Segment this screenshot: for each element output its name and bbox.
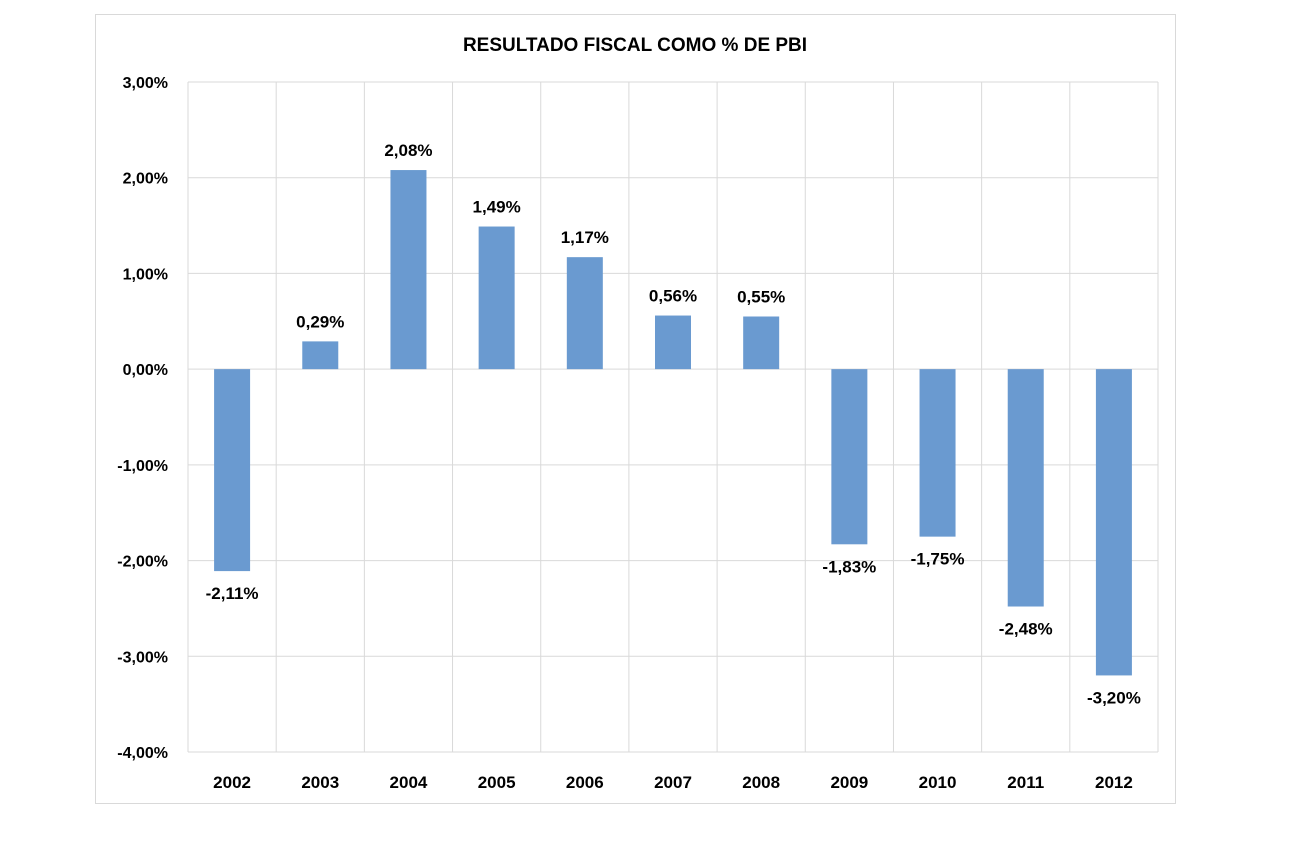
y-axis-ticks: 3,00% 2,00% 1,00% 0,00% -1,00% -2,00% -3,00% -4… xyxy=(117,75,168,762)
bar-2010 xyxy=(919,369,956,537)
data-label-2012: -3,20% xyxy=(1087,688,1141,707)
bars xyxy=(214,170,1132,676)
y-tick-label: 2,00% xyxy=(123,171,168,188)
bar-2004 xyxy=(390,170,427,370)
bar-2008 xyxy=(743,316,780,370)
data-label-2002: -2,11% xyxy=(206,584,259,603)
y-tick-label: -1,00% xyxy=(117,458,168,475)
x-tick-label: 2012 xyxy=(1095,773,1133,792)
data-label-2003: 0,29% xyxy=(296,312,344,331)
data-label-2007: 0,56% xyxy=(649,287,697,306)
data-label-2009: -1,83% xyxy=(822,557,876,576)
bar-2009 xyxy=(831,369,868,545)
bar-2003 xyxy=(302,341,339,370)
gridlines xyxy=(187,81,1159,753)
y-tick-label: 1,00% xyxy=(123,266,168,283)
x-tick-label: 2003 xyxy=(301,773,339,792)
x-tick-label: 2008 xyxy=(742,773,780,792)
data-label-2010: -1,75% xyxy=(911,550,965,569)
x-tick-label: 2009 xyxy=(830,773,868,792)
chart-frame xyxy=(95,14,1176,804)
y-tick-label: -4,00% xyxy=(117,745,168,762)
data-label-2006: 1,17% xyxy=(561,228,609,247)
bar-2012 xyxy=(1095,369,1132,676)
chart-title: RESULTADO FISCAL COMO % DE PBI xyxy=(463,35,807,56)
data-labels: -2,11% 0,29% 2,08% 1,49% 1,17% 0,56% 0,55% -1,8… xyxy=(206,141,1141,707)
x-axis-ticks: 2002 2003 2004 2005 2006 2007 2008 2009 2010 2011… xyxy=(213,773,1133,792)
y-tick-label: 3,00% xyxy=(123,75,168,92)
bar-2007 xyxy=(655,315,691,370)
x-tick-label: 2011 xyxy=(1007,773,1044,792)
bar-2006 xyxy=(566,257,603,370)
data-label-2004: 2,08% xyxy=(384,141,432,160)
data-label-2011: -2,48% xyxy=(999,620,1053,639)
x-tick-label: 2007 xyxy=(654,773,692,792)
y-tick-label: -2,00% xyxy=(117,554,168,571)
data-label-2005: 1,49% xyxy=(473,198,521,217)
data-label-2008: 0,55% xyxy=(737,288,785,307)
x-tick-label: 2010 xyxy=(919,773,957,792)
x-tick-label: 2004 xyxy=(390,773,428,792)
x-tick-label: 2006 xyxy=(566,773,604,792)
y-tick-label: 0,00% xyxy=(123,362,168,379)
y-tick-label: -3,00% xyxy=(117,649,168,666)
bar-2011 xyxy=(1007,369,1044,607)
x-tick-label: 2002 xyxy=(213,773,251,792)
x-tick-label: 2005 xyxy=(478,773,516,792)
bar-2002 xyxy=(214,369,251,572)
bar-2005 xyxy=(478,226,515,370)
